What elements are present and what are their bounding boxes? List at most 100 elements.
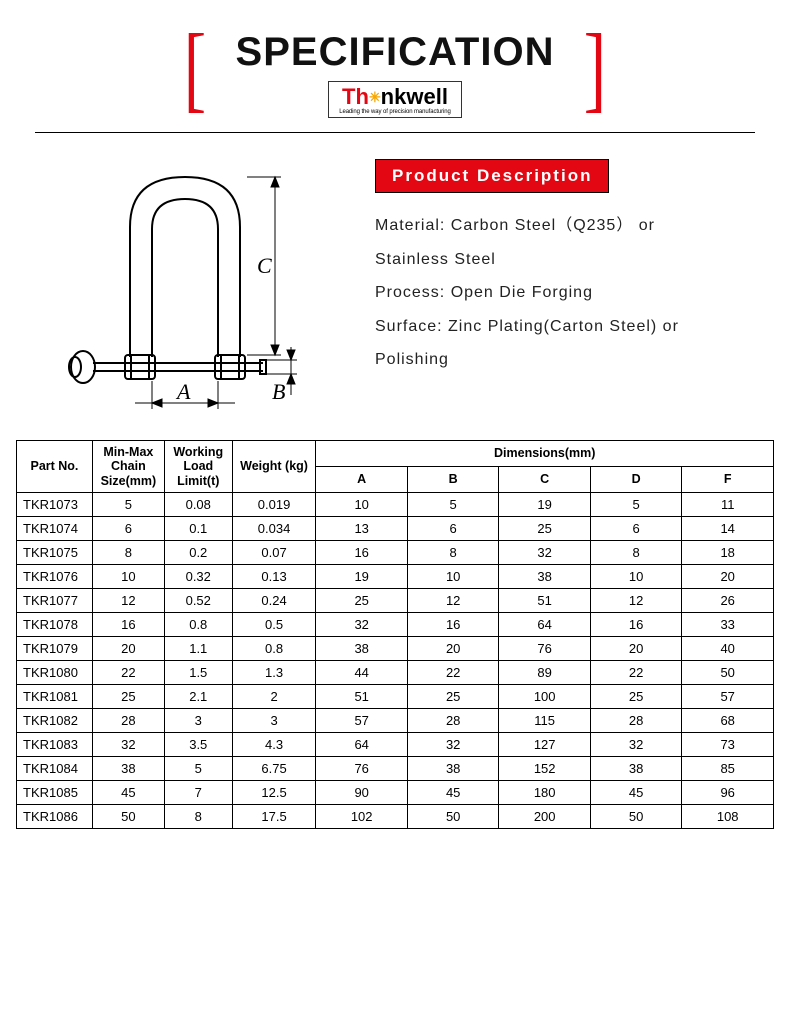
table-cell: 12 <box>590 589 681 613</box>
table-cell: 100 <box>499 685 591 709</box>
table-cell: TKR1084 <box>17 757 93 781</box>
spec-table: Part No. Min-MaxChainSize(mm) WorkingLoa… <box>16 440 774 829</box>
table-cell: 68 <box>682 709 774 733</box>
desc-line: Stainless Steel <box>375 243 755 277</box>
table-cell: 1.1 <box>164 637 232 661</box>
table-row: TKR1081252.1251251002557 <box>17 685 774 709</box>
table-cell: 3.5 <box>164 733 232 757</box>
desc-line: Material: Carbon Steel（Q235） or <box>375 209 755 243</box>
logo-text: Th✳nkwell <box>339 86 451 108</box>
table-cell: 28 <box>590 709 681 733</box>
table-cell: 0.8 <box>164 613 232 637</box>
table-cell: 12 <box>407 589 498 613</box>
table-row: TKR1078160.80.53216641633 <box>17 613 774 637</box>
table-cell: 96 <box>682 781 774 805</box>
table-cell: 0.08 <box>164 493 232 517</box>
table-cell: 1.3 <box>232 661 316 685</box>
th-dim-f: F <box>682 467 774 493</box>
table-cell: 0.07 <box>232 541 316 565</box>
table-cell: TKR1085 <box>17 781 93 805</box>
th-chain: Min-MaxChainSize(mm) <box>92 441 164 493</box>
table-cell: 6 <box>407 517 498 541</box>
table-cell: TKR1079 <box>17 637 93 661</box>
table-row: TKR1077120.520.242512511226 <box>17 589 774 613</box>
table-cell: 102 <box>316 805 408 829</box>
table-cell: 6.75 <box>232 757 316 781</box>
table-cell: 76 <box>316 757 408 781</box>
table-cell: 0.8 <box>232 637 316 661</box>
table-body: TKR107350.080.01910519511TKR107460.10.03… <box>17 493 774 829</box>
table-row: TKR107350.080.01910519511 <box>17 493 774 517</box>
dim-label-b: B <box>272 379 285 404</box>
table-cell: TKR1076 <box>17 565 93 589</box>
mid-section: C B A <box>35 151 755 422</box>
table-cell: 10 <box>316 493 408 517</box>
desc-line: Polishing <box>375 343 755 377</box>
table-cell: 38 <box>407 757 498 781</box>
table-cell: 76 <box>499 637 591 661</box>
table-cell: 26 <box>682 589 774 613</box>
table-cell: 73 <box>682 733 774 757</box>
table-cell: 90 <box>316 781 408 805</box>
table-cell: 89 <box>499 661 591 685</box>
logo-tagline: Leading the way of precision manufacturi… <box>339 109 451 115</box>
table-cell: 51 <box>316 685 408 709</box>
table-cell: 32 <box>499 541 591 565</box>
th-wll: WorkingLoadLimit(t) <box>164 441 232 493</box>
table-cell: 8 <box>407 541 498 565</box>
table-cell: 0.52 <box>164 589 232 613</box>
table-cell: 22 <box>407 661 498 685</box>
table-cell: 10 <box>92 565 164 589</box>
table-cell: 5 <box>590 493 681 517</box>
table-cell: 25 <box>499 517 591 541</box>
table-head: Part No. Min-MaxChainSize(mm) WorkingLoa… <box>17 441 774 493</box>
th-dim-b: B <box>407 467 498 493</box>
dim-label-a: A <box>175 379 191 404</box>
th-dimensions: Dimensions(mm) <box>316 441 774 467</box>
table-cell: 0.1 <box>164 517 232 541</box>
page-title: SPECIFICATION <box>185 20 605 75</box>
horizontal-divider <box>35 132 755 133</box>
table-cell: 5 <box>92 493 164 517</box>
table-cell: 20 <box>92 637 164 661</box>
table-cell: 16 <box>316 541 408 565</box>
bracket-left: [ <box>184 20 206 116</box>
table-cell: 50 <box>590 805 681 829</box>
table-cell: 6 <box>590 517 681 541</box>
table-cell: 57 <box>682 685 774 709</box>
table-cell: TKR1081 <box>17 685 93 709</box>
table-cell: TKR1082 <box>17 709 93 733</box>
table-cell: 3 <box>164 709 232 733</box>
table-cell: 33 <box>682 613 774 637</box>
description-body: Material: Carbon Steel（Q235） or Stainles… <box>375 209 755 377</box>
diagram-column: C B A <box>35 151 355 422</box>
table-cell: 32 <box>407 733 498 757</box>
table-cell: 51 <box>499 589 591 613</box>
brand-logo: Th✳nkwell Leading the way of precision m… <box>328 81 462 118</box>
table-cell: 0.24 <box>232 589 316 613</box>
table-cell: 108 <box>682 805 774 829</box>
table-cell: 32 <box>316 613 408 637</box>
table-cell: 12.5 <box>232 781 316 805</box>
table-row: TKR1083323.54.364321273273 <box>17 733 774 757</box>
table-cell: 1.5 <box>164 661 232 685</box>
logo-nk: nk <box>381 84 407 109</box>
description-column: Product Description Material: Carbon Ste… <box>355 151 755 377</box>
table-cell: 25 <box>92 685 164 709</box>
table-cell: 0.5 <box>232 613 316 637</box>
th-dim-c: C <box>499 467 591 493</box>
table-cell: 50 <box>682 661 774 685</box>
table-cell: 0.32 <box>164 565 232 589</box>
table-cell: 57 <box>316 709 408 733</box>
logo-well: well <box>406 84 448 109</box>
table-cell: 8 <box>590 541 681 565</box>
table-row: TKR1080221.51.34422892250 <box>17 661 774 685</box>
table-cell: 127 <box>499 733 591 757</box>
table-cell: TKR1075 <box>17 541 93 565</box>
shackle-diagram: C B A <box>35 157 345 417</box>
table-cell: TKR1083 <box>17 733 93 757</box>
table-cell: TKR1074 <box>17 517 93 541</box>
logo-th: Th <box>342 84 369 109</box>
table-cell: 25 <box>590 685 681 709</box>
table-cell: 22 <box>92 661 164 685</box>
